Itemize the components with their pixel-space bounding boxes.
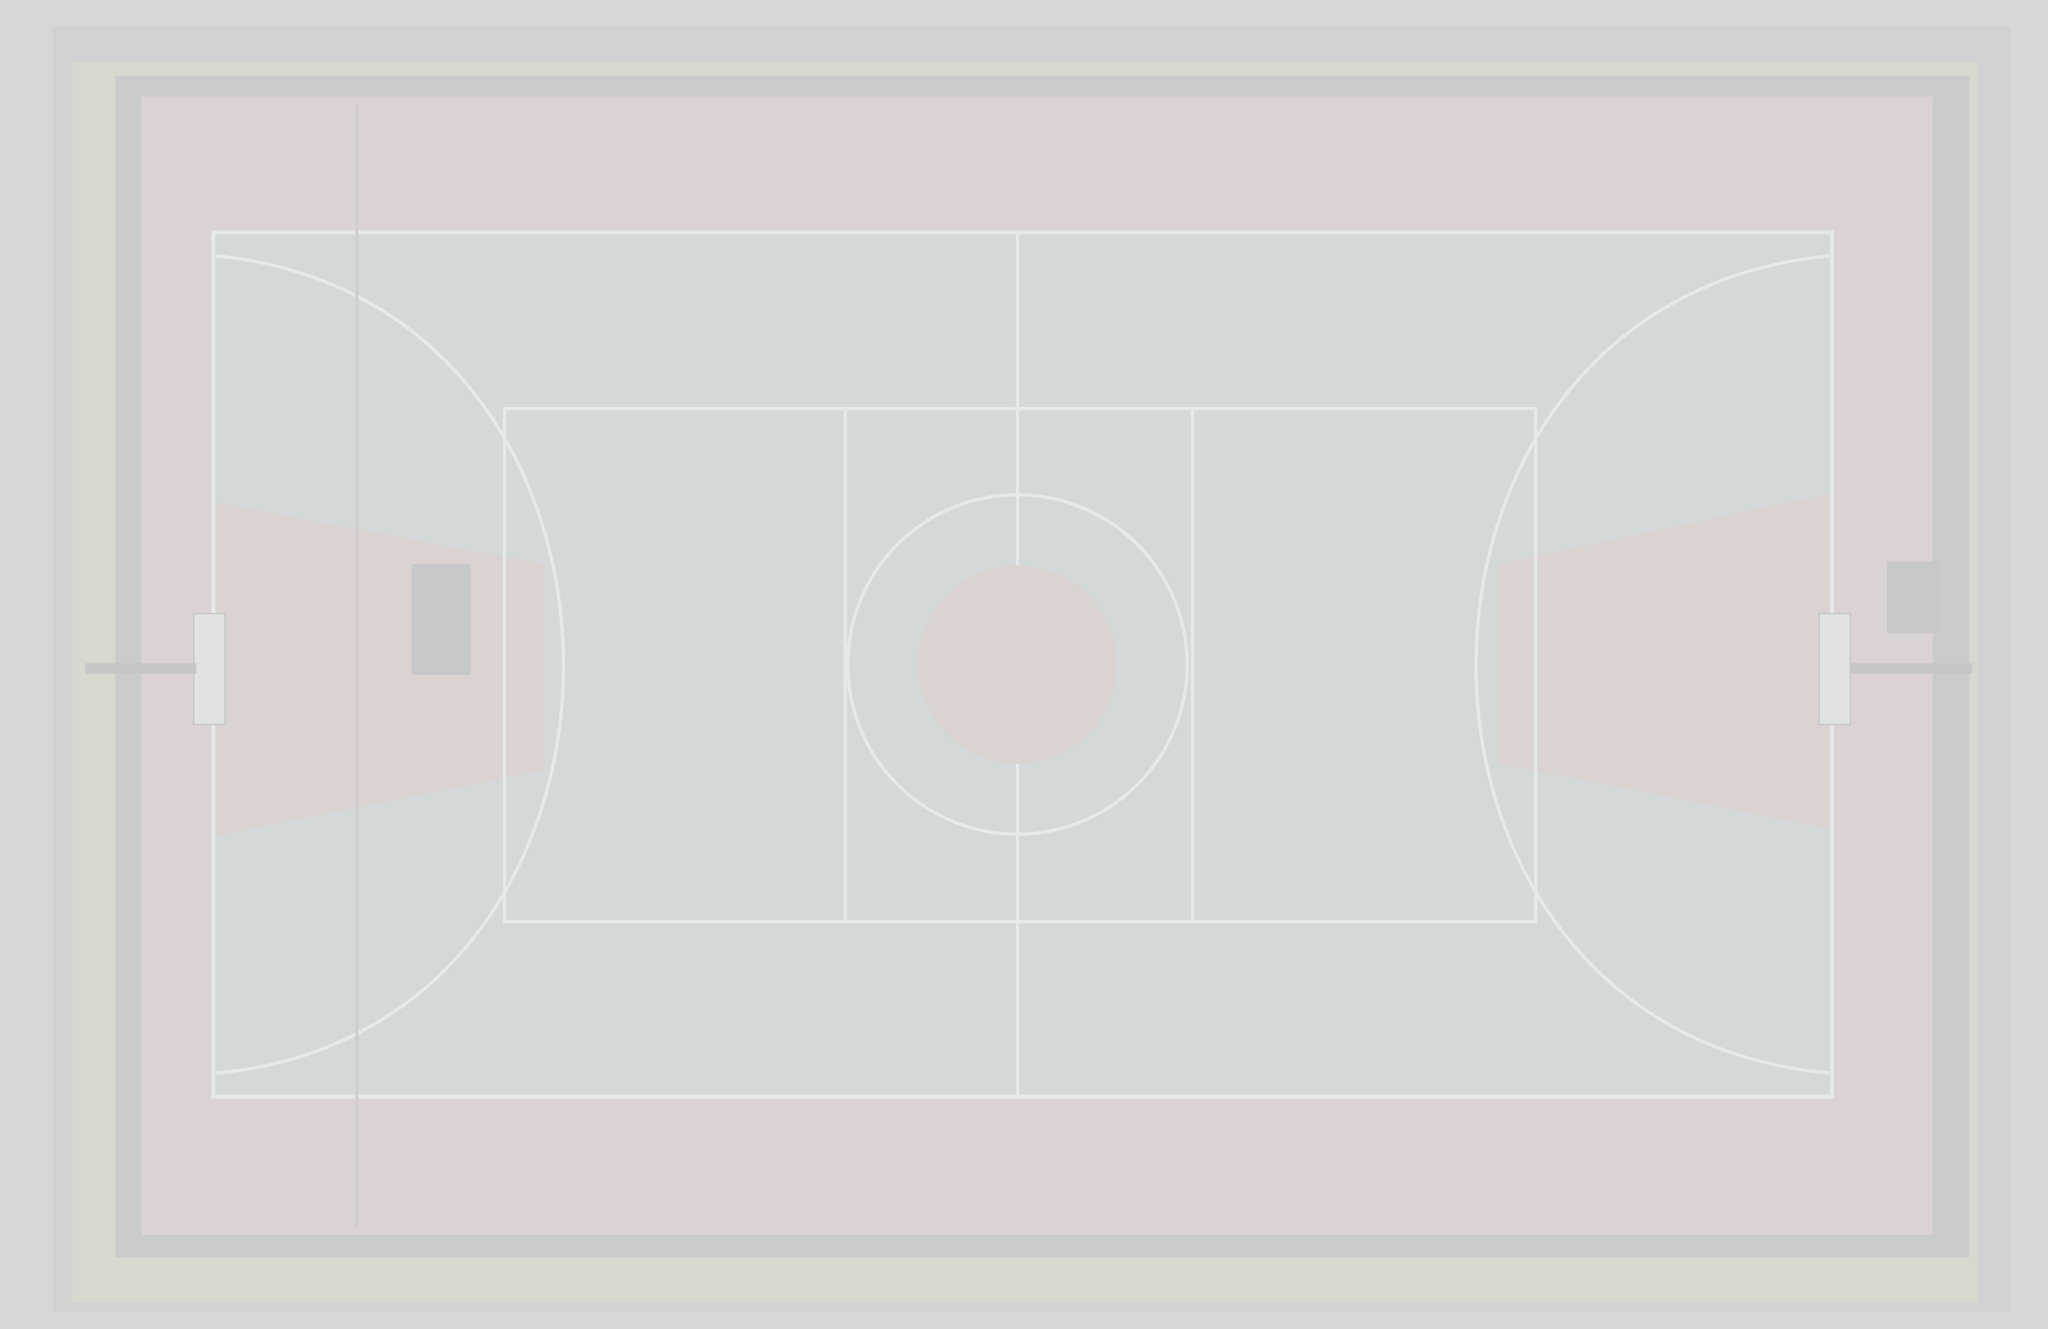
right-backboard-shadow [1886, 561, 1940, 634]
left-arc [215, 254, 565, 1075]
right-backboard [1818, 612, 1852, 726]
center-spot [918, 565, 1117, 764]
right-arc [1474, 254, 1830, 1075]
left-backboard [193, 612, 226, 726]
left-backboard-shadow [411, 563, 471, 675]
center-circle [846, 493, 1189, 836]
inner-rectangle [502, 406, 1538, 924]
right-key [1497, 493, 1830, 829]
